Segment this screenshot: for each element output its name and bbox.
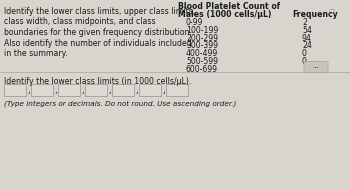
Text: 400-499: 400-499 <box>186 49 218 58</box>
FancyBboxPatch shape <box>58 84 80 96</box>
Text: ...: ... <box>313 63 319 70</box>
FancyBboxPatch shape <box>85 84 107 96</box>
Text: Also identify the number of individuals included: Also identify the number of individuals … <box>4 39 192 48</box>
Text: ,: , <box>108 86 111 96</box>
Text: 94: 94 <box>302 34 312 43</box>
Text: ,: , <box>27 86 30 96</box>
Text: 100-199: 100-199 <box>186 26 218 35</box>
Text: 500-599: 500-599 <box>186 57 218 66</box>
FancyBboxPatch shape <box>139 84 161 96</box>
Text: ,: , <box>81 86 84 96</box>
Text: ,: , <box>135 86 138 96</box>
Text: 600-699: 600-699 <box>186 65 218 74</box>
Text: 24: 24 <box>302 41 312 50</box>
Text: ,: , <box>54 86 57 96</box>
FancyBboxPatch shape <box>31 84 53 96</box>
Text: 300-399: 300-399 <box>186 41 218 50</box>
Text: 0-99: 0-99 <box>186 18 203 27</box>
Text: boundaries for the given frequency distribution.: boundaries for the given frequency distr… <box>4 28 192 37</box>
Text: □: □ <box>328 9 334 14</box>
Text: 0: 0 <box>302 49 307 58</box>
Text: 2: 2 <box>302 18 307 27</box>
Text: in the summary.: in the summary. <box>4 49 68 58</box>
Text: Blood Platelet Count of: Blood Platelet Count of <box>178 2 280 11</box>
Text: (Type integers or decimals. Do not round. Use ascending order.): (Type integers or decimals. Do not round… <box>4 100 236 107</box>
FancyBboxPatch shape <box>166 84 188 96</box>
Text: Males (1000 cells/μL): Males (1000 cells/μL) <box>178 10 271 19</box>
Text: 200-299: 200-299 <box>186 34 218 43</box>
FancyBboxPatch shape <box>112 84 134 96</box>
Text: 0: 0 <box>302 57 307 66</box>
Text: Identify the lower class limits, upper class limits,: Identify the lower class limits, upper c… <box>4 7 195 16</box>
Text: ,: , <box>162 86 165 96</box>
Text: 1: 1 <box>302 65 307 74</box>
Text: class width, class midpoints, and class: class width, class midpoints, and class <box>4 17 156 26</box>
Text: 54: 54 <box>302 26 312 35</box>
Text: Identify the lower class limits (in 1000 cells/μL).: Identify the lower class limits (in 1000… <box>4 77 191 86</box>
FancyBboxPatch shape <box>4 84 26 96</box>
FancyBboxPatch shape <box>304 62 328 73</box>
Text: Frequency: Frequency <box>292 10 338 19</box>
